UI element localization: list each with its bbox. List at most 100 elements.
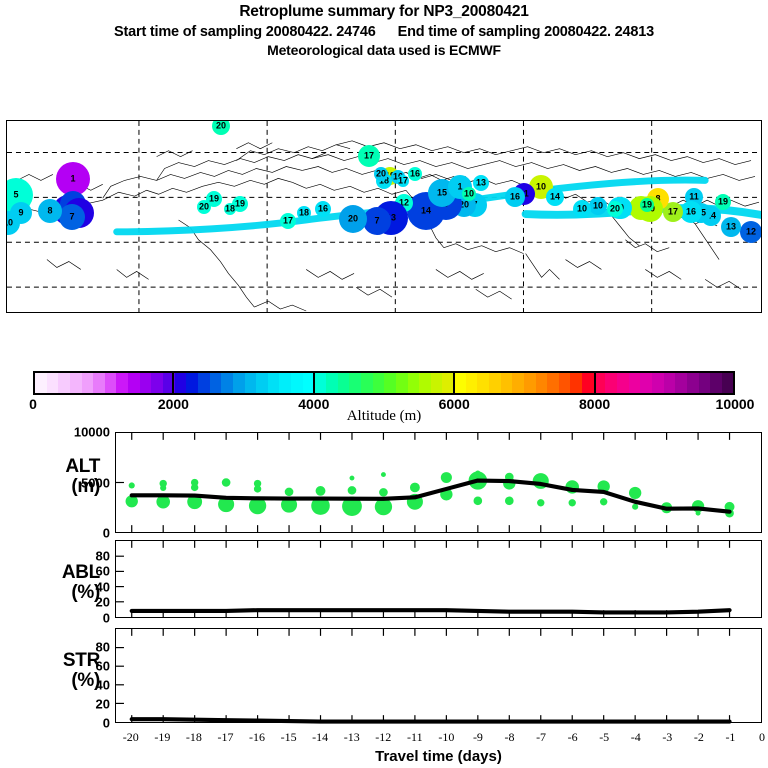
map-bubble-label: 12 xyxy=(745,226,757,237)
map-plume-bubble xyxy=(721,217,741,237)
colorbar-swatch xyxy=(651,373,664,393)
world-map-panel[interactable]: 1234567891011121314151617891011101010101… xyxy=(6,120,762,313)
colorbar-swatch xyxy=(675,373,687,393)
colorbar-swatch xyxy=(35,373,47,393)
colorbar-swatch xyxy=(267,373,280,393)
abl-plot[interactable] xyxy=(115,540,762,618)
xaxis-tick-label: -8 xyxy=(504,730,515,744)
map-plume-bubble xyxy=(56,162,90,196)
colorbar-swatch xyxy=(407,373,420,393)
map-plume-bubble xyxy=(197,200,211,214)
map-plume-bubble xyxy=(640,198,654,212)
alt-ytick-label: 5000 xyxy=(81,475,110,490)
xaxis-tick-label: -19 xyxy=(154,730,171,744)
xaxis-tick-label: -20 xyxy=(122,730,139,744)
colorbar-swatch xyxy=(46,373,59,393)
map-bubble-label: 12 xyxy=(398,197,410,208)
colorbar-swatch xyxy=(244,373,257,393)
abl-ytick-label: 60 xyxy=(95,563,110,579)
colorbar-swatch xyxy=(116,373,129,393)
map-bubble-label: 20 xyxy=(458,199,470,210)
colorbar-swatch xyxy=(58,373,70,393)
sampling-times: Start time of sampling 20080422. 24746 En… xyxy=(0,24,768,40)
alt-plot[interactable] xyxy=(115,432,762,533)
map-bubble-label: 19 xyxy=(717,196,729,207)
colorbar-swatch xyxy=(663,373,676,393)
map-bubble-label: 20 xyxy=(375,168,387,179)
alt-ytick-label: 0 xyxy=(102,525,110,541)
map-plume-bubble xyxy=(59,204,85,230)
abl-ytick-labels: 0 20 40 60 80 xyxy=(40,540,110,625)
map-bubble-label: 13 xyxy=(725,221,737,232)
alt-mean-line xyxy=(129,478,732,514)
map-bubble-label: 17 xyxy=(667,206,679,217)
colorbar-swatch xyxy=(81,373,94,393)
colorbar-swatch xyxy=(512,373,524,393)
map-bubble-label: 18 xyxy=(378,175,390,186)
abl-line xyxy=(129,608,732,615)
map-bubble-label: 9 xyxy=(18,207,24,218)
map-bubble-label: 1 xyxy=(70,173,76,184)
map-bubble-label: 10 xyxy=(576,203,588,214)
map-bubble-label: 14 xyxy=(549,191,561,202)
colorbar-swatch xyxy=(547,373,559,393)
colorbar-tick-label: 0 xyxy=(29,396,37,412)
xaxis-tick-label: -4 xyxy=(630,730,641,744)
map-plume-bubble xyxy=(408,167,422,181)
map-plume-bubble xyxy=(715,194,731,210)
start-time-label: Start time of sampling 20080422. 24746 xyxy=(114,24,376,40)
map-plume-bubble xyxy=(7,211,20,235)
map-plume-bubble xyxy=(315,201,331,217)
map-bubble-label: 13 xyxy=(475,177,487,188)
colorbar-swatch xyxy=(558,373,571,393)
map-plume-bubble xyxy=(358,145,380,167)
xaxis-tick-label: -7 xyxy=(536,730,547,744)
xaxis-tick-label: -12 xyxy=(375,730,392,744)
colorbar-tick-label: 10000 xyxy=(715,396,755,412)
map-plume-bubble xyxy=(607,201,623,217)
xaxis-tick-label: -16 xyxy=(249,730,266,744)
page-title: Retroplume summary for NP3_20080421 xyxy=(239,3,529,20)
str-ytick-label: 20 xyxy=(95,696,110,712)
colorbar-swatch xyxy=(104,373,117,393)
colorbar-swatch xyxy=(349,373,361,393)
map-plume-bubble xyxy=(232,196,248,212)
colorbar-swatch xyxy=(256,373,268,393)
map-plume-bubble xyxy=(473,175,489,191)
map-bubble-label: 19 xyxy=(641,199,653,210)
map-bubble-label: 19 xyxy=(208,193,220,204)
colorbar-swatch xyxy=(617,373,629,393)
str-plot[interactable] xyxy=(115,628,762,724)
colorbar-gradient xyxy=(33,371,735,395)
map-plume-bubble xyxy=(212,121,230,135)
colorbar-swatch xyxy=(221,373,233,393)
map-plume-bubble xyxy=(363,207,391,235)
map-bubble-label: 10 xyxy=(592,200,604,211)
xaxis-tick-label: -11 xyxy=(407,730,423,744)
colorbar-swatch xyxy=(314,373,327,393)
colorbar-swatch xyxy=(128,373,140,393)
map-plume-bubble xyxy=(589,197,607,215)
colorbar-title: Altitude (m) xyxy=(346,408,422,424)
colorbar-swatch xyxy=(523,373,536,393)
colorbar xyxy=(33,371,735,395)
xaxis-tick-label: -13 xyxy=(343,730,360,744)
colorbar-swatch xyxy=(640,373,652,393)
colorbar-tick-label: 4000 xyxy=(298,396,330,412)
colorbar-swatch xyxy=(454,373,466,393)
colorbar-swatch xyxy=(93,373,105,393)
colorbar-swatch xyxy=(535,373,548,393)
xaxis-tick-label: -15 xyxy=(280,730,297,744)
map-plume-bubble xyxy=(740,221,761,243)
str-ytick-labels: 0 20 40 60 80 xyxy=(40,628,110,731)
colorbar-swatch xyxy=(500,373,513,393)
alt-axis-label: ALT (m) xyxy=(65,456,100,497)
map-bubble-label: 16 xyxy=(685,206,697,217)
colorbar-swatch xyxy=(698,373,711,393)
alt-bubble-series xyxy=(125,470,735,518)
colorbar-divider xyxy=(172,371,175,395)
title-block: Retroplume summary for NP3_20080421 Star… xyxy=(0,0,768,58)
colorbar-swatch xyxy=(69,373,82,393)
str-ytick-label: 60 xyxy=(95,658,110,674)
xaxis-tick-label: -10 xyxy=(438,730,455,744)
